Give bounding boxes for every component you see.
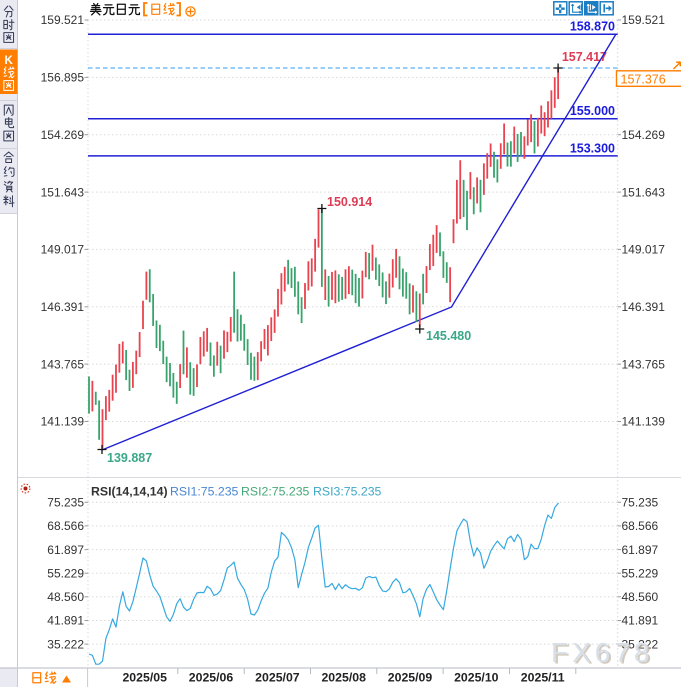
svg-text:41.891: 41.891 [47,614,84,628]
svg-text:75.235: 75.235 [47,496,84,510]
svg-text:2025/05: 2025/05 [122,671,167,685]
svg-text:149.017: 149.017 [622,243,666,257]
svg-text:2025/08: 2025/08 [321,671,366,685]
svg-text:35.222: 35.222 [47,637,84,651]
svg-text:159.521: 159.521 [622,13,666,27]
svg-text:48.560: 48.560 [622,590,659,604]
svg-text:143.765: 143.765 [41,357,85,371]
svg-text:150.914: 150.914 [327,195,372,209]
svg-text:157.376: 157.376 [621,72,666,86]
svg-text:FX678: FX678 [553,639,656,670]
svg-text:2025/09: 2025/09 [388,671,433,685]
svg-text:151.643: 151.643 [622,185,666,199]
svg-text:141.139: 141.139 [622,415,666,429]
svg-text:151.643: 151.643 [41,185,85,199]
svg-text:35.222: 35.222 [622,637,659,651]
svg-text:K: K [4,55,13,67]
svg-text:159.521: 159.521 [41,13,85,27]
svg-text:68.566: 68.566 [622,519,659,533]
svg-text:41.891: 41.891 [622,614,659,628]
svg-text:61.897: 61.897 [47,543,84,557]
svg-text:156.895: 156.895 [41,71,85,85]
svg-text:55.229: 55.229 [47,566,84,580]
svg-text:141.139: 141.139 [41,415,85,429]
svg-text:139.887: 139.887 [107,451,152,465]
svg-text:145.480: 145.480 [426,329,471,343]
svg-text:FX678: FX678 [551,637,654,668]
svg-text:143.765: 143.765 [622,357,666,371]
svg-text:158.870: 158.870 [570,20,615,34]
svg-text:155.000: 155.000 [570,104,615,118]
svg-text:157.417: 157.417 [562,50,607,64]
svg-text:149.017: 149.017 [41,243,85,257]
svg-text:2025/11: 2025/11 [521,671,565,685]
svg-text:RSI1:75.235: RSI1:75.235 [170,485,239,499]
svg-text:2025/06: 2025/06 [189,671,234,685]
svg-text:75.235: 75.235 [622,496,659,510]
svg-text:2025/07: 2025/07 [255,671,300,685]
svg-text:68.566: 68.566 [47,519,84,533]
svg-text:154.269: 154.269 [41,128,85,142]
svg-text:2025/10: 2025/10 [454,671,499,685]
svg-text:146.391: 146.391 [41,300,85,314]
svg-text:153.300: 153.300 [570,141,615,155]
svg-text:RSI(14,14,14): RSI(14,14,14) [91,485,168,499]
svg-text:RSI3:75.235: RSI3:75.235 [313,485,382,499]
svg-text:154.269: 154.269 [622,128,666,142]
svg-text:55.229: 55.229 [622,566,659,580]
svg-text:RSI2:75.235: RSI2:75.235 [241,485,310,499]
svg-text:48.560: 48.560 [47,590,84,604]
svg-text:146.391: 146.391 [622,300,666,314]
svg-text:61.897: 61.897 [622,543,659,557]
